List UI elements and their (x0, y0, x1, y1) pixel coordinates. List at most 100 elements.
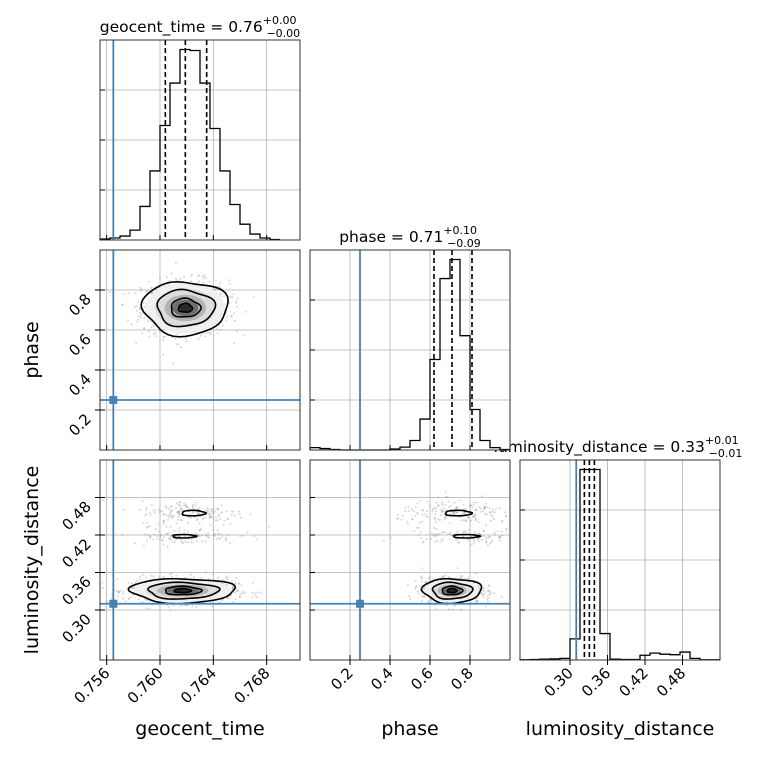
sample-point (433, 526, 435, 529)
sample-point (417, 526, 420, 529)
sample-point (195, 501, 198, 504)
sample-point (240, 584, 243, 587)
sample-point (474, 518, 477, 521)
sample-point (481, 593, 484, 596)
sample-point (178, 501, 181, 504)
sample-point (180, 346, 183, 349)
sample-point (450, 534, 453, 537)
sample-point (174, 262, 177, 264)
sample-point (435, 528, 438, 531)
sample-point (421, 541, 424, 544)
sample-point (219, 282, 221, 285)
sample-point (146, 539, 149, 542)
sample-point (467, 577, 470, 580)
sample-point (235, 301, 238, 304)
sample-point (489, 593, 492, 596)
sample-point (186, 505, 188, 508)
sample-point (197, 534, 200, 537)
sample-point (209, 333, 212, 336)
sample-point (178, 504, 181, 507)
sample-point (152, 323, 155, 326)
sample-point (206, 534, 209, 537)
sample-point (131, 582, 134, 585)
sample-point (450, 535, 453, 537)
sample-point (162, 513, 165, 516)
sample-point (455, 507, 458, 510)
sample-point (232, 585, 235, 588)
sample-point (159, 536, 162, 539)
sample-point (251, 592, 254, 595)
sample-point (475, 509, 478, 512)
sample-point (158, 277, 161, 280)
sample-point (190, 280, 193, 283)
contour-line (446, 587, 458, 594)
sample-point (452, 608, 455, 611)
sample-point (226, 534, 229, 536)
sample-point (491, 539, 494, 542)
ylabel-phase: phase (21, 321, 43, 378)
marginal-panel-phase (309, 249, 511, 451)
sample-point (167, 531, 170, 534)
sample-point (170, 575, 173, 578)
sample-point (252, 296, 255, 299)
sample-point (135, 342, 138, 344)
sample-point (216, 519, 219, 522)
sample-point (196, 540, 199, 543)
sample-point (473, 530, 476, 533)
sample-point (397, 517, 400, 520)
sample-point (456, 567, 459, 570)
sample-point (164, 505, 167, 508)
sample-point (137, 301, 140, 304)
sample-point (232, 293, 235, 296)
sample-point (223, 519, 226, 522)
sample-point (139, 286, 142, 289)
sample-point (172, 604, 175, 607)
sample-point (218, 537, 221, 540)
sample-point (437, 533, 439, 535)
sample-point (162, 539, 165, 542)
sample-point (460, 519, 463, 522)
sample-point (156, 538, 159, 540)
sample-point (411, 518, 414, 520)
sample-point (485, 598, 488, 601)
sample-point (488, 507, 491, 509)
sample-point (209, 331, 212, 334)
sample-point (134, 292, 137, 295)
sample-point (106, 600, 109, 603)
sample-point (204, 516, 207, 519)
sample-point (434, 604, 437, 607)
sample-point (490, 514, 493, 517)
sample-point (195, 519, 198, 522)
sample-point (470, 520, 472, 522)
sample-point (433, 507, 436, 510)
sample-point (482, 593, 485, 596)
sample-point (487, 597, 490, 600)
sample-point (441, 511, 444, 513)
sample-point (142, 544, 145, 547)
sample-point (493, 531, 496, 534)
sample-point (145, 506, 148, 509)
sample-point (198, 529, 201, 532)
sample-point (158, 530, 161, 533)
sample-point (230, 510, 233, 513)
sample-point (426, 510, 429, 513)
sample-point (467, 517, 470, 520)
sample-point (256, 596, 259, 599)
sample-point (229, 523, 232, 525)
sample-point (467, 529, 470, 532)
sample-point (213, 533, 216, 536)
sample-point (185, 505, 188, 508)
sample-point (463, 511, 466, 514)
sample-point (244, 310, 247, 313)
sample-point (483, 590, 485, 593)
sample-point (192, 503, 195, 506)
sample-point (232, 587, 235, 590)
xlabel-luminosity-distance: luminosity_distance (526, 718, 715, 740)
sample-point (221, 324, 224, 327)
sample-point (482, 507, 485, 510)
sample-point (504, 515, 507, 518)
sample-point (150, 326, 153, 329)
sample-point (416, 512, 419, 515)
sample-point (476, 600, 479, 603)
